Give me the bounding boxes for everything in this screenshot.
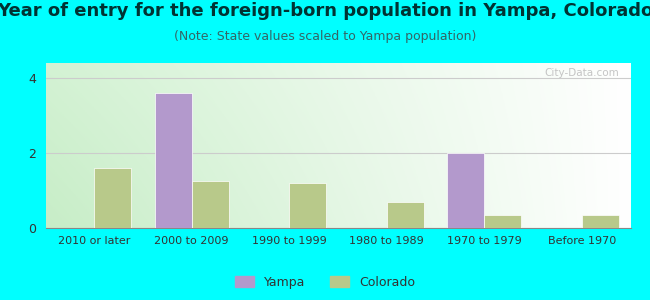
Bar [387, 202, 424, 228]
Text: (Note: State values scaled to Yampa population): (Note: State values scaled to Yampa popu… [174, 30, 476, 43]
Text: City-Data.com: City-Data.com [544, 68, 619, 78]
Legend: Yampa, Colorado: Yampa, Colorado [230, 271, 420, 294]
Bar [582, 215, 619, 228]
Bar [192, 181, 229, 228]
Text: Year of entry for the foreign-born population in Yampa, Colorado: Year of entry for the foreign-born popul… [0, 2, 650, 20]
Bar [484, 215, 521, 228]
Bar [155, 93, 192, 228]
Bar [289, 183, 326, 228]
Bar [447, 153, 484, 228]
Bar [94, 168, 131, 228]
